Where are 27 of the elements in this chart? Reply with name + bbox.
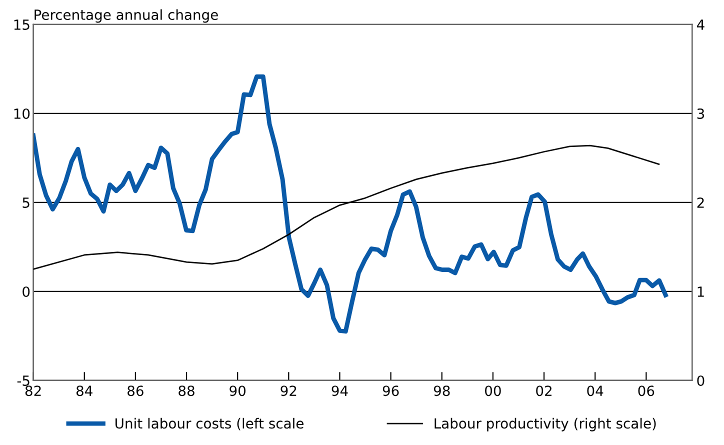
x-tick-label: 82 xyxy=(25,386,41,396)
y2-tick-label: 0 xyxy=(697,375,704,386)
x-tick-label: 06 xyxy=(638,386,654,396)
x-tick-label: 84 xyxy=(76,386,92,396)
y2-tick-label: 1 xyxy=(698,286,704,297)
x-tick-label: 96 xyxy=(382,386,399,396)
x-tick-label: 86 xyxy=(128,386,144,396)
x-tick-label: 98 xyxy=(434,386,450,396)
y-tick-label: 15 xyxy=(14,20,30,30)
legend-label: Unit labour costs (left scale xyxy=(116,418,304,430)
x-tick-label: 04 xyxy=(587,386,604,396)
x-tick-label: 88 xyxy=(178,386,194,396)
y2-tick-label: 2 xyxy=(697,197,704,208)
y-tick-label: -5 xyxy=(17,376,30,386)
line-series xyxy=(33,74,668,334)
y-tick-label: 0 xyxy=(22,286,30,297)
x-tick-label: 90 xyxy=(230,386,246,396)
chart-title: Percentage annual change xyxy=(34,9,218,23)
y2-tick-label: 4 xyxy=(696,20,704,30)
x-tick-label: 94 xyxy=(332,386,348,396)
x-tick-label: 00 xyxy=(485,386,501,396)
x-tick-label: 92 xyxy=(280,386,296,396)
legend-label: Labour productivity (right scale) xyxy=(434,418,656,432)
x-tick-label: 02 xyxy=(536,386,552,396)
y-tick-label: 10 xyxy=(14,108,30,119)
y2-tick-label: 3 xyxy=(697,108,704,119)
y-tick-label: 5 xyxy=(22,198,30,208)
